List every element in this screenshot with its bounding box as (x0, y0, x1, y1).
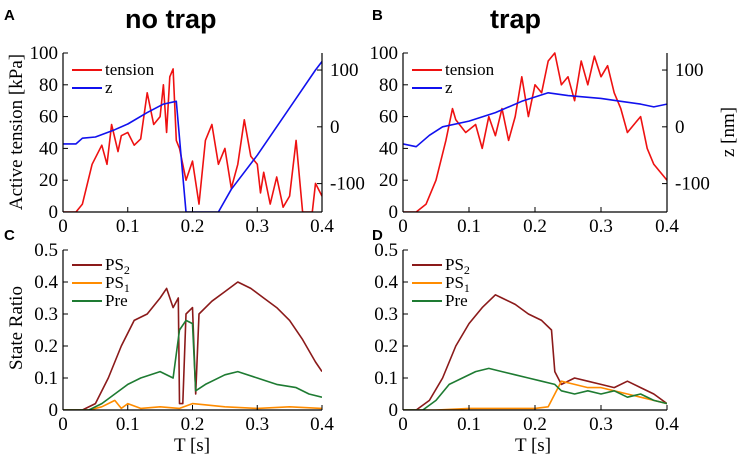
y-tick-label: 40 (39, 138, 58, 159)
x-tick-label: 0.3 (245, 216, 269, 237)
x-tick-label: 0 (58, 414, 68, 435)
legend-subscript: 1 (464, 281, 470, 295)
y-tick-label: 60 (379, 107, 398, 128)
y-tick-label: 20 (379, 170, 398, 191)
legend-label-ps1: PS1 (445, 273, 470, 295)
series-line-z (63, 61, 322, 212)
y-tick-label: 20 (39, 170, 58, 191)
x-tick-label: 0 (58, 216, 68, 237)
legend-label-ps2: PS2 (445, 255, 470, 277)
y2-tick-label: 100 (330, 60, 359, 81)
x-tick-label: 0.3 (589, 216, 613, 237)
panel-letter-d: D (372, 227, 383, 244)
series-line-pre (403, 367, 667, 410)
y-tick-label: 0 (389, 202, 399, 223)
x-tick-label: 0.4 (655, 216, 679, 237)
x-tick-label: 0 (398, 216, 408, 237)
y2-tick-label: 0 (330, 117, 340, 138)
panel-letter-b: B (372, 7, 383, 24)
y-tick-label: 0 (49, 202, 59, 223)
y-tick-label: 0.2 (34, 336, 58, 357)
legend-label-z: z (105, 78, 113, 97)
series-line-tension (403, 52, 667, 212)
column-title-no-trap: no trap (125, 4, 217, 34)
y-tick-label: 60 (39, 107, 58, 128)
y-tick-label: 80 (39, 75, 58, 96)
y-tick-label: 0.4 (34, 272, 58, 293)
legend-subscript: 2 (464, 263, 470, 277)
x-axis-title-d: T [s] (515, 435, 551, 456)
x-tick-label: 0.1 (457, 216, 481, 237)
x-tick-label: 0.4 (310, 414, 334, 435)
x-axis-title-c: T [s] (174, 435, 210, 456)
y-tick-label: 0 (389, 400, 399, 421)
legend-label-tension: tension (445, 60, 495, 79)
x-tick-label: 0.3 (245, 414, 269, 435)
chart-panel-b: 0 0.1 0.2 0.3 0.4 0 20 40 60 80 100 -100 0 100 tension… (370, 43, 710, 237)
column-title-trap: trap (490, 4, 541, 34)
legend-label-z: z (445, 78, 453, 97)
x-tick-label: 0.1 (116, 216, 140, 237)
y-tick-label: 40 (379, 138, 398, 159)
x-tick-label: 0.1 (116, 414, 140, 435)
series-line-z (403, 92, 667, 148)
y-axis-title-state-ratio: State Ratio (6, 286, 27, 370)
x-tick-label: 0.2 (523, 414, 547, 435)
y-tick-label: 0.2 (374, 336, 398, 357)
x-tick-label: 0.2 (181, 216, 205, 237)
series-line-pre (63, 319, 322, 410)
y-tick-label: 80 (379, 75, 398, 96)
y-axis-title-tension: Active tension [kPa] (6, 54, 27, 210)
y-tick-label: 0.5 (374, 240, 398, 261)
y-tick-label: 100 (30, 43, 59, 64)
series-line-ps2 (403, 294, 667, 410)
legend-label-tension: tension (105, 60, 155, 79)
y2-tick-label: 0 (675, 117, 685, 138)
y-tick-label: 0.1 (374, 368, 398, 389)
y-tick-label: 0.5 (34, 240, 58, 261)
x-tick-label: 0.1 (457, 414, 481, 435)
y-axis-title-z: z [nm] (718, 107, 739, 157)
y-tick-label: 0 (49, 400, 59, 421)
y2-tick-label: -100 (675, 174, 710, 195)
y-tick-label: 0.3 (34, 304, 58, 325)
legend-subscript: 2 (124, 263, 130, 277)
x-tick-label: 0.2 (523, 216, 547, 237)
series-line-ps1 (63, 399, 322, 410)
legend-label-ps1: PS1 (105, 273, 130, 295)
legend-label-pre: Pre (105, 291, 128, 310)
panel-letter-c: C (4, 227, 15, 244)
series-line-tension (63, 68, 322, 212)
x-tick-label: 0.4 (310, 216, 334, 237)
x-tick-label: 0.2 (181, 414, 205, 435)
y-tick-label: 100 (370, 43, 399, 64)
panel-letter-a: A (4, 7, 15, 24)
legend-label-pre: Pre (445, 291, 468, 310)
y2-tick-label: 100 (675, 60, 704, 81)
y-tick-label: 0.1 (34, 368, 58, 389)
y-tick-label: 0.3 (374, 304, 398, 325)
x-tick-label: 0.4 (655, 414, 679, 435)
chart-panel-a: 0 0.1 0.2 0.3 0.4 0 20 40 60 80 100 -100 0 100 tension… (30, 43, 365, 237)
x-tick-label: 0.3 (589, 414, 613, 435)
legend-label-ps2: PS2 (105, 255, 130, 277)
x-tick-label: 0 (398, 414, 408, 435)
legend-subscript: 1 (124, 281, 130, 295)
y-tick-label: 0.4 (374, 272, 398, 293)
y2-tick-label: -100 (330, 174, 365, 195)
series-line-ps2 (63, 281, 322, 410)
